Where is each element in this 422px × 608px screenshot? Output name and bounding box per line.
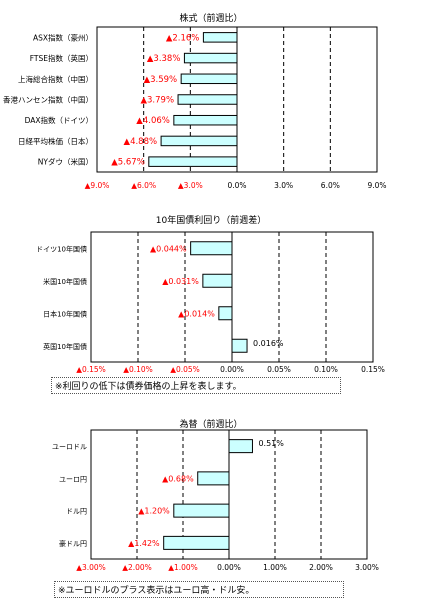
bond-category-label: ドイツ10年国債 [36,244,87,253]
fx-bar [197,471,230,486]
stock-value-label: ▲2.16% [166,33,200,43]
fx-note: ※ユーロドルのプラス表示はユーロ高・ドル安。 [54,581,344,598]
stock-bar [183,52,238,64]
stock-value-label: ▲5.67% [111,158,145,168]
fx-value-label: ▲1.20% [138,507,170,516]
stock-bar [180,73,238,85]
stock-tick-label: 9.0% [367,181,386,190]
bond-tick-label: 0.10% [314,365,338,374]
fx-bar [173,503,230,518]
fx-chart-svg: ▲3.00% ▲2.00% ▲1.00% 0.00% 1.00% 2.00% 3.00% ユー… [52,429,379,572]
fx-tick-label: ▲3.00% [76,563,106,572]
fx-category-label: ユーロドル [52,443,87,451]
stock-value-label: ▲4.06% [136,116,170,126]
bond-value-label: 0.016% [253,339,284,348]
bond-tick-label: ▲0.05% [170,365,200,374]
stocks-chart-title: 株式（前週比） [179,14,243,24]
stock-tick-label: ▲6.0% [131,181,156,190]
stock-value-label: ▲3.79% [140,96,174,106]
stock-category-label: FTSE指数（英国） [30,53,93,63]
fx-value-label: 0.51% [258,439,284,448]
fx-tick-label: 1.00% [263,563,287,572]
bond-tick-label: 0.15% [361,365,385,374]
fx-category-label: 豪ドル円 [59,539,87,548]
bond-yield-chart-title: 10年国債利回り（前週差） [155,216,267,226]
fx-category-label: ユーロ円 [59,475,87,483]
bond-tick-label: ▲0.15% [76,365,106,374]
fx-bar [228,439,253,454]
bond-bar [231,338,248,353]
stocks-chart: 株式（前週比） ▲9.0% ▲6.0% ▲3.0% 0.0% 3.0% 6.0% 9.0% A… [0,0,422,200]
fx-tick-label: 2.00% [309,563,333,572]
stock-tick-label: 0.0% [227,181,246,190]
bond-bar [218,306,233,321]
fx-tick-label: 3.00% [355,563,379,572]
stock-value-label: ▲4.88% [124,137,158,147]
bond-category-label: 米国10年国債 [43,277,87,286]
stock-bar [173,114,238,126]
stocks-chart-svg: ▲9.0% ▲6.0% ▲3.0% 0.0% 3.0% 6.0% 9.0% ASX指数（豪州）… [3,26,387,190]
fx-value-label: ▲1.42% [128,539,160,548]
stock-value-label: ▲3.59% [144,75,178,85]
stock-tick-label: ▲3.0% [178,181,203,190]
bond-category-label: 日本10年国債 [43,309,87,318]
bond-bar [190,241,233,256]
stock-bar [177,94,238,105]
bond-value-label: ▲0.044% [150,244,187,253]
stock-bar [202,32,238,43]
stock-bar [148,156,238,167]
bond-tick-label: 0.05% [267,365,291,374]
bond-bar [202,273,233,288]
bond-value-label: ▲0.031% [162,277,199,286]
bond-tick-label: ▲0.10% [123,365,153,374]
bond-yield-chart: 10年国債利回り（前週差） ▲0.15% ▲0.10% ▲0.05% 0.00% 0.0… [0,200,422,410]
stock-tick-label: 6.0% [321,181,340,190]
stock-category-label: ASX指数（豪州） [33,32,93,42]
stock-tick-label: ▲9.0% [85,181,110,190]
fx-value-label: ▲0.68% [162,474,194,483]
fx-bar [163,535,230,550]
bond-yield-note: ※利回りの低下は債券価格の上昇を表します。 [51,377,341,394]
fx-tick-label: ▲1.00% [168,563,198,572]
fx-category-label: ドル円 [66,508,87,516]
fx-tick-label: 0.00% [217,563,241,572]
bond-tick-label: 0.00% [220,365,244,374]
bond-yield-chart-svg: ▲0.15% ▲0.10% ▲0.05% 0.00% 0.05% 0.10% 0.15% ドイ… [36,231,385,374]
fx-tick-label: ▲2.00% [122,563,152,572]
fx-chart-title: 為替（前週比） [179,420,243,430]
stock-tick-label: 3.0% [274,181,293,190]
stock-bar [160,135,238,147]
stock-category-label: DAX指数（ドイツ） [25,115,93,125]
bond-value-label: ▲0.014% [178,309,215,318]
bond-category-label: 英国10年国債 [43,342,87,351]
fx-chart: 為替（前週比） ▲3.00% ▲2.00% ▲1.00% 0.00% 1.00% 2.00… [0,405,422,608]
stock-category-label: 香港ハンセン指数（中国） [3,95,93,105]
stock-value-label: ▲3.38% [147,54,181,64]
stock-category-label: 日経平均株価（日本） [18,136,93,146]
stock-category-label: 上海総合指数（中国） [18,74,93,84]
stock-category-label: NYダウ（米国） [38,157,93,167]
